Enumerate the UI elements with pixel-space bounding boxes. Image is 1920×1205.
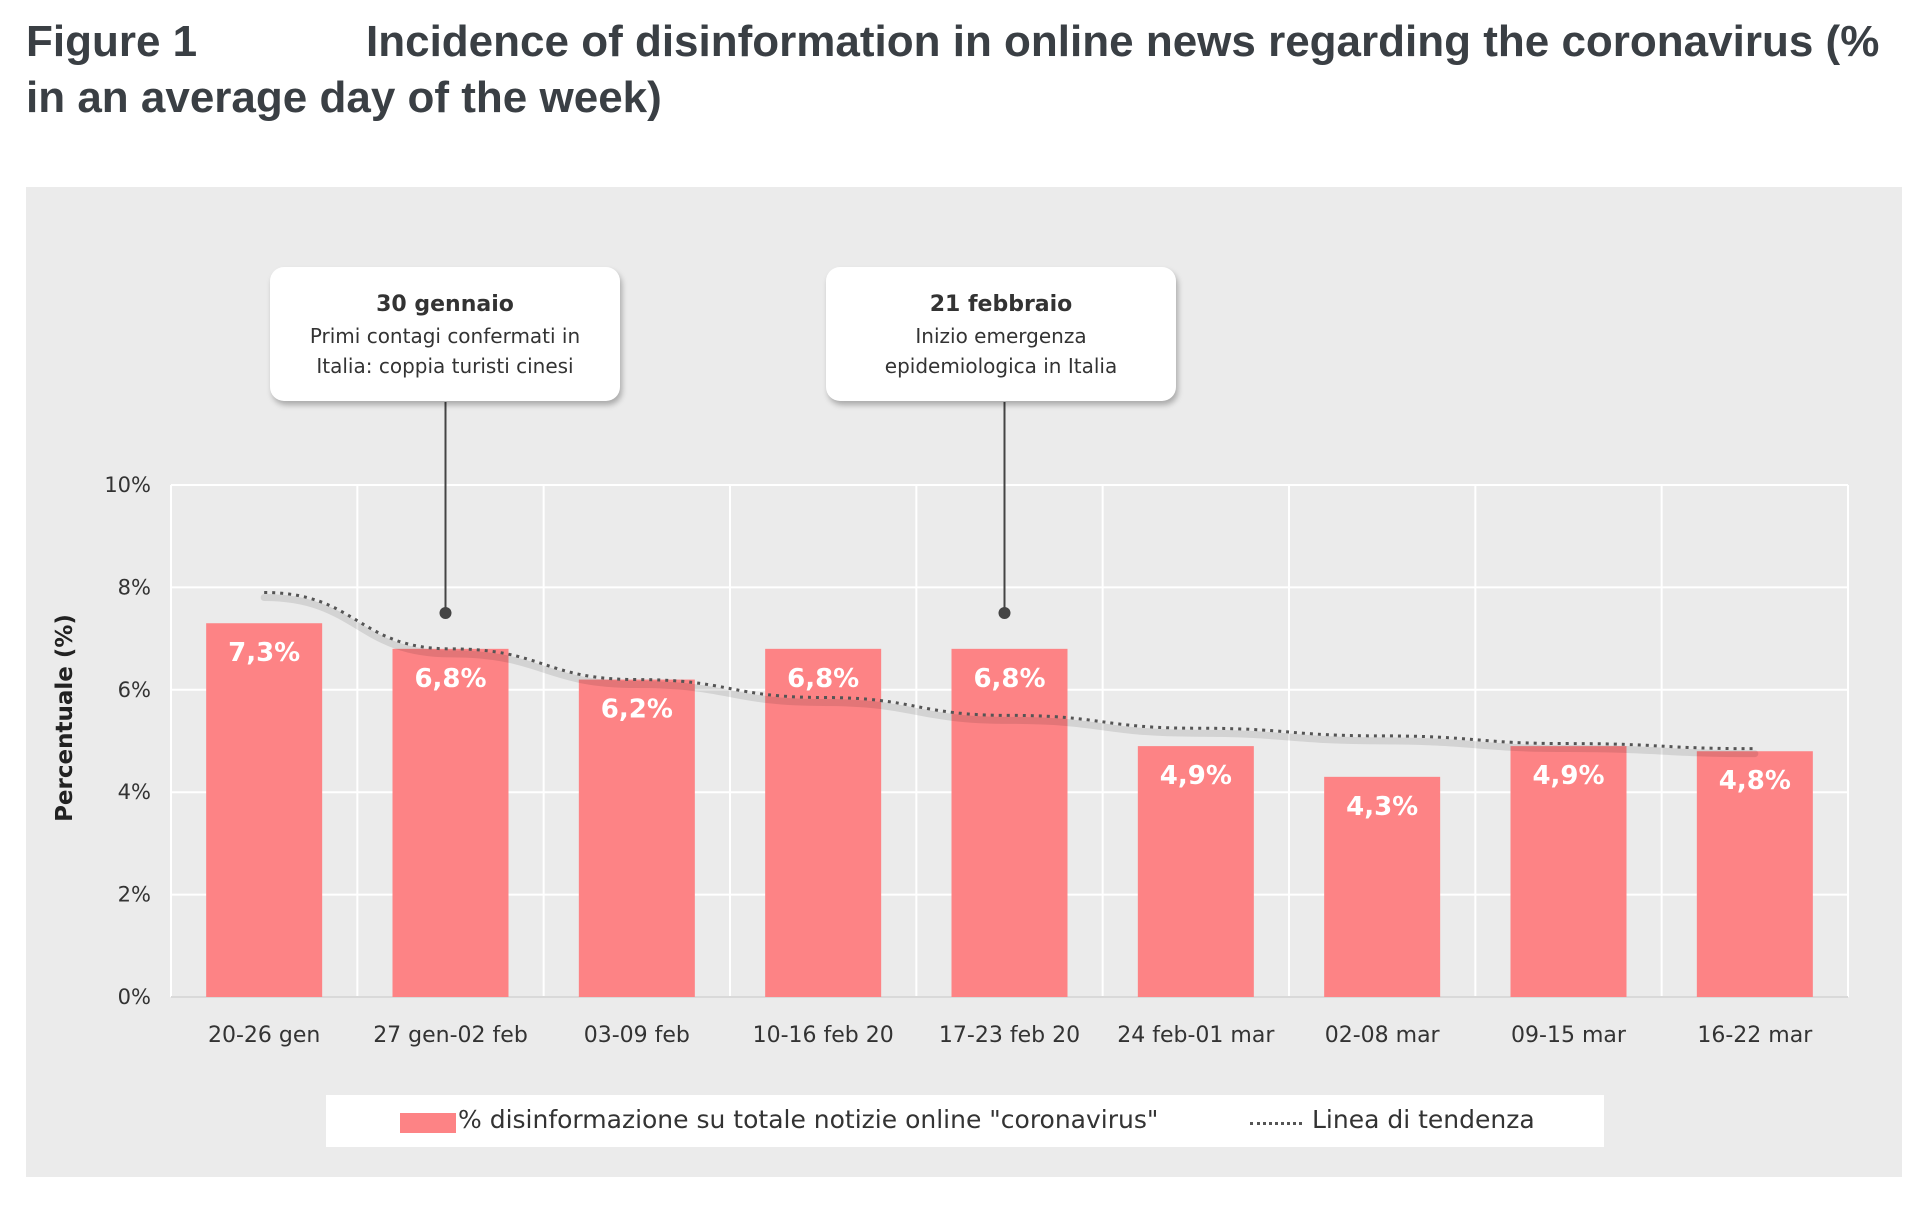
bar-data-label: 6,8% (787, 664, 859, 694)
annotation-text-line: Italia: coppia turisti cinesi (316, 354, 574, 378)
bar-data-label: 4,3% (1346, 792, 1418, 822)
bar (951, 648, 1068, 997)
bar-chart: 7,3% 6,8% 6,2% 6,8% 6,8% 4,9% 4,3% 4,9% 4,8% 0% 2… (52, 402, 1849, 1048)
y-tick-label: 6% (118, 678, 151, 702)
bar-data-label: 6,2% (601, 695, 673, 725)
annotation-text-line: Inizio emergenza (915, 324, 1087, 348)
legend-trend-swatch (1250, 1122, 1302, 1125)
annotation-text-line: Primi contagi confermati in (309, 324, 581, 348)
y-tick-labels: 0% 2% 4% 6% 8% 10% (104, 473, 151, 1009)
chart-panel: 7,3% 6,8% 6,2% 6,8% 6,8% 4,9% 4,3% 4,9% 4,8% 0% 2… (26, 187, 1902, 1177)
x-category-label: 10-16 feb 20 (753, 1023, 894, 1048)
x-category-label: 03-09 feb (584, 1023, 690, 1048)
annotation-30-gennaio: 30 gennaio Primi contagi confermati in I… (270, 267, 620, 401)
figure-title-block: Figure 1 Incidence of disinformation in o… (26, 14, 1906, 126)
x-category-label: 09-15 mar (1511, 1023, 1627, 1048)
x-category-label: 27 gen-02 feb (373, 1023, 528, 1048)
legend: % disinformazione su totale notizie onli… (326, 1095, 1604, 1147)
bar-data-label: 7,3% (228, 638, 300, 668)
bar-data-label: 4,9% (1532, 761, 1604, 791)
legend-bar-swatch (400, 1113, 456, 1133)
y-tick-label: 8% (118, 575, 151, 599)
x-category-label: 16-22 mar (1697, 1023, 1813, 1048)
annotation-heading: 30 gennaio (376, 292, 514, 317)
x-category-label: 02-08 mar (1325, 1023, 1441, 1048)
bar-data-label: 6,8% (973, 664, 1045, 694)
bar (206, 623, 323, 997)
figure-title: Incidence of disinformation in online ne… (26, 17, 1880, 122)
bar (1324, 776, 1441, 997)
y-tick-label: 10% (104, 473, 151, 497)
bar (1696, 751, 1813, 997)
y-tick-label: 4% (118, 780, 151, 804)
bar (765, 648, 882, 997)
bar (578, 679, 695, 997)
trendline-shadow (260, 594, 1759, 758)
data-labels: 7,3% 6,8% 6,2% 6,8% 6,8% 4,9% 4,3% 4,9% 4,8% (228, 638, 1791, 822)
y-tick-label: 0% (118, 985, 151, 1009)
annotation-21-febbraio: 21 febbraio Inizio emergenza epidemiolog… (826, 267, 1176, 401)
callout-connectors (439, 402, 1011, 619)
bar (1510, 746, 1627, 997)
legend-trend-label: Linea di tendenza (1312, 1105, 1535, 1134)
bar (392, 648, 509, 997)
bar (1137, 746, 1254, 997)
figure-number: Figure 1 (26, 17, 198, 66)
bar-data-label: 4,8% (1719, 766, 1791, 796)
bar-data-label: 6,8% (414, 664, 486, 694)
y-axis-label: Percentuale (%) (52, 614, 78, 822)
x-category-label: 20-26 gen (208, 1023, 320, 1048)
x-category-labels: 20-26 gen 27 gen-02 feb 03-09 feb 10-16 feb… (208, 1023, 1813, 1048)
y-tick-label: 2% (118, 883, 151, 907)
annotation-text-line: epidemiologica in Italia (884, 354, 1118, 378)
callout-connector-dot (998, 607, 1011, 619)
bar-data-label: 4,9% (1160, 761, 1232, 791)
callout-connector-dot (439, 607, 452, 619)
legend-bar-label: % disinformazione su totale notizie onli… (458, 1105, 1159, 1134)
bars (206, 623, 1813, 997)
x-category-label: 17-23 feb 20 (939, 1023, 1080, 1048)
annotation-heading: 21 febbraio (929, 292, 1073, 317)
trendline (264, 591, 1755, 751)
x-category-label: 24 feb-01 mar (1117, 1023, 1275, 1048)
trendline-layer (260, 591, 1759, 758)
